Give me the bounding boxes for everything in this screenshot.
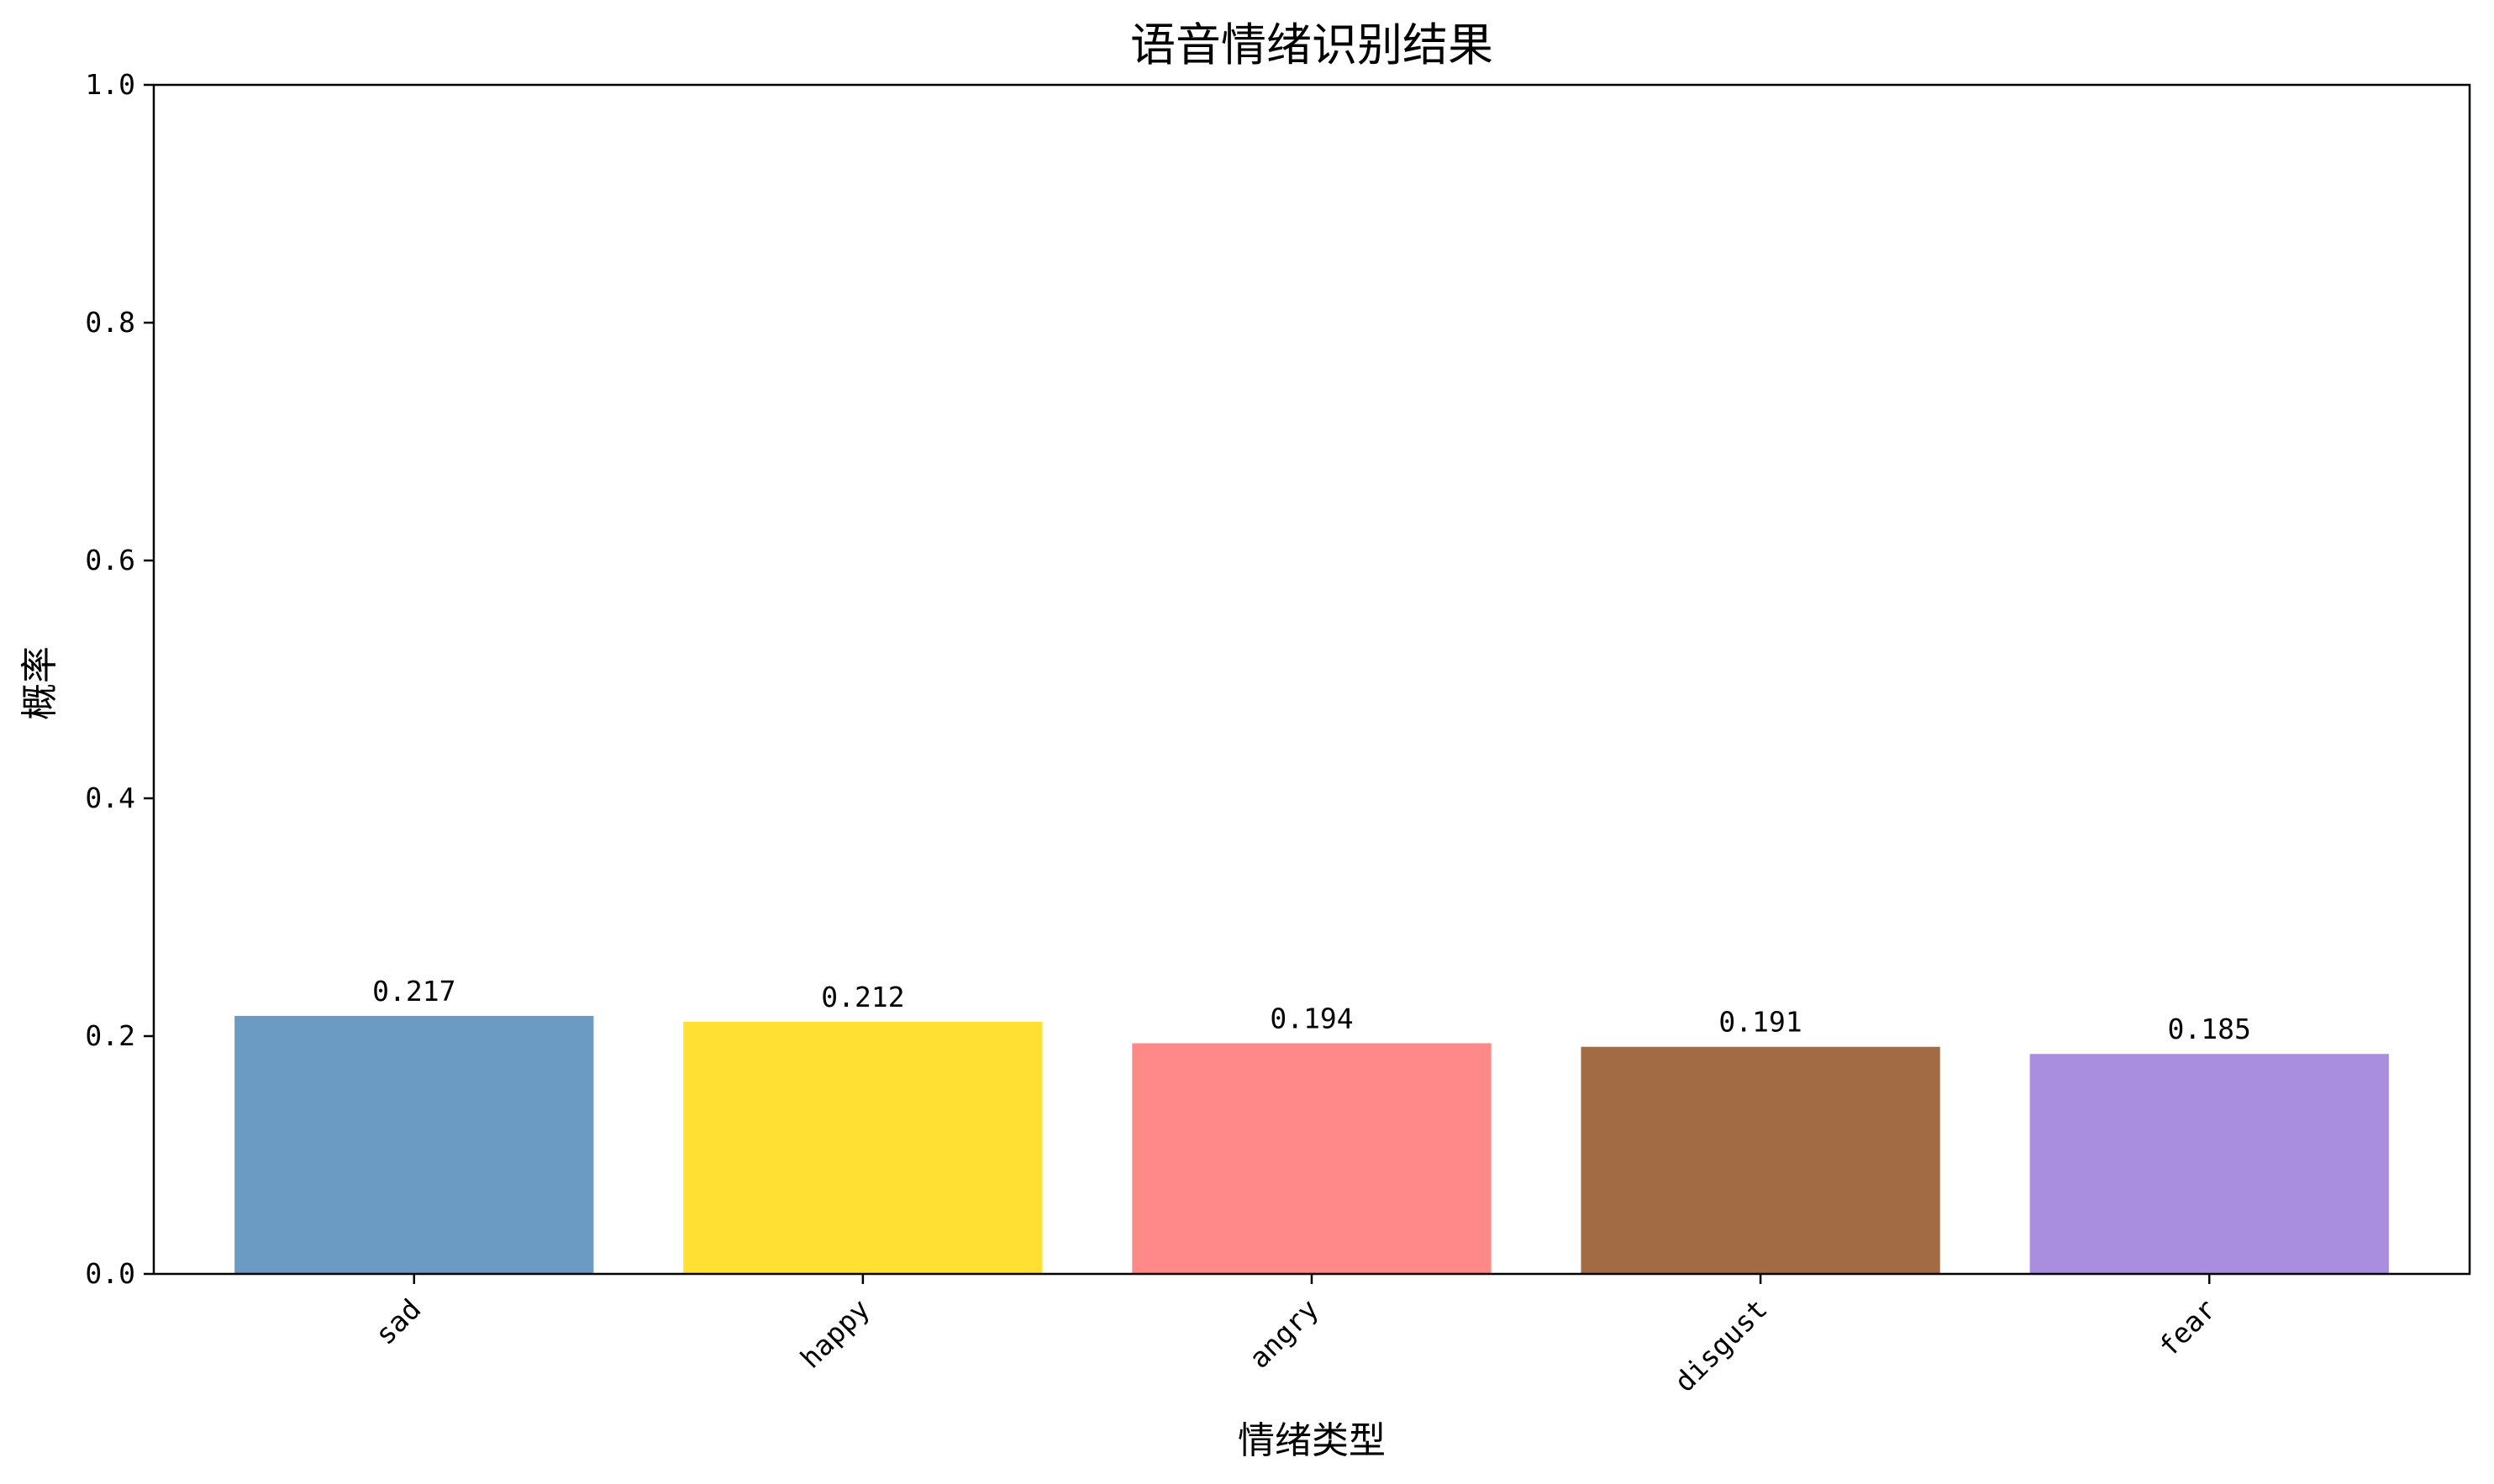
bar-angry [1132, 1043, 1492, 1274]
bar-value-label: 0.212 [821, 981, 904, 1013]
y-tick-label: 0.0 [85, 1257, 135, 1290]
bar-value-label: 0.191 [1718, 1006, 1802, 1039]
y-tick-label: 0.8 [85, 306, 135, 339]
bar-value-label: 0.217 [372, 975, 455, 1008]
bar-value-label: 0.185 [2168, 1013, 2251, 1045]
bar-happy [683, 1022, 1043, 1274]
y-tick-label: 0.6 [85, 544, 135, 576]
bar-value-label: 0.194 [1270, 1002, 1353, 1034]
y-axis-title: 概率 [18, 646, 61, 720]
y-tick-label: 1.0 [85, 68, 135, 101]
bar-fear [2029, 1054, 2389, 1274]
axes-frame [152, 83, 2471, 1276]
y-tick-label: 0.4 [85, 781, 135, 814]
bar-disgust [1581, 1046, 1940, 1274]
y-tick-label: 0.2 [85, 1019, 135, 1052]
x-axis-title: 情绪类型 [1238, 1419, 1386, 1462]
bar-sad [234, 1015, 594, 1274]
chart-title: 语音情绪识别结果 [1130, 18, 1493, 71]
plot-area: 0.00.20.40.60.81.00.217sad0.212happy0.19… [85, 68, 2389, 1398]
